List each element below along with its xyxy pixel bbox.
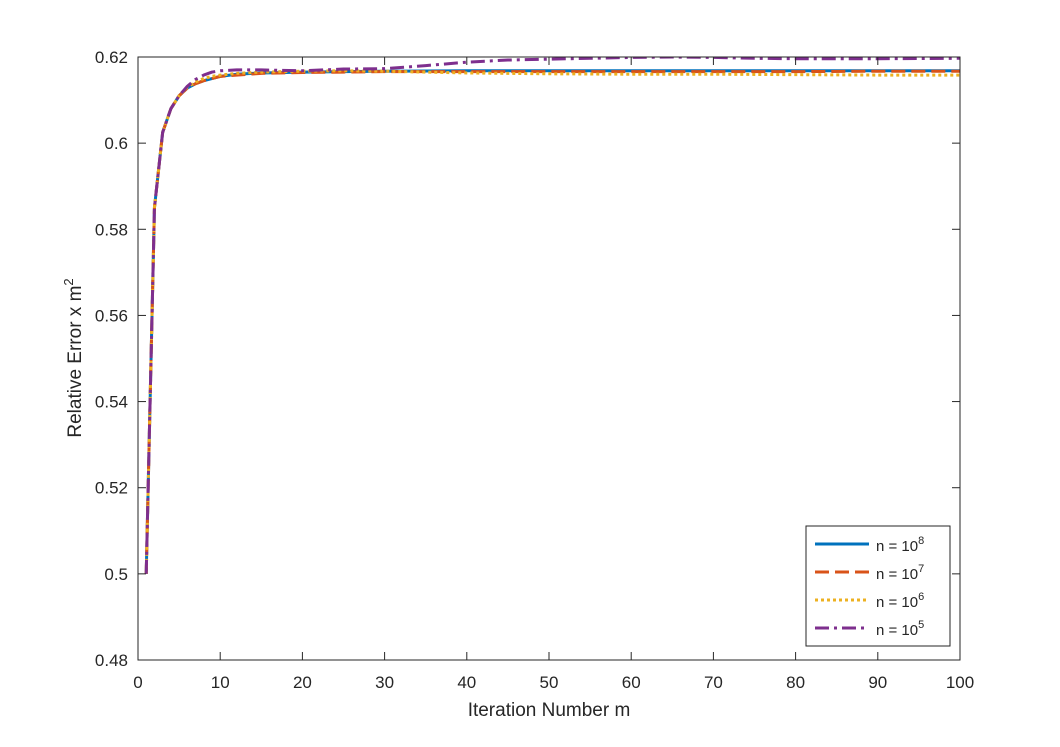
y-tick-label: 0.62 xyxy=(95,48,128,67)
legend-label-4: n = 105 xyxy=(876,619,924,639)
y-axis-label-text: Relative Error x m xyxy=(65,286,86,438)
legend-label-exponent: 7 xyxy=(918,563,924,575)
series-line-3 xyxy=(144,69,960,574)
y-tick-label: 0.58 xyxy=(95,220,128,239)
legend-label-exponent: 6 xyxy=(918,591,924,603)
y-tick-label: 0.5 xyxy=(104,565,128,584)
legend-label-base: n = 10 xyxy=(876,622,918,639)
ticks-layer: 0 10 20 30 40 50 60 70 80 90 100 0.48 0.5 0.52 0.54 0.5… xyxy=(95,48,974,692)
x-tick-label: 90 xyxy=(868,673,887,692)
legend-label-exponent: 5 xyxy=(918,619,924,631)
y-axis-label-superscript: 2 xyxy=(61,278,76,285)
legend-label-3: n = 106 xyxy=(876,591,924,611)
y-tick-label: 0.6 xyxy=(104,134,128,153)
y-axis-label: Relative Error x m2 xyxy=(61,278,86,437)
x-tick-label: 20 xyxy=(293,673,312,692)
axes-box xyxy=(137,56,961,661)
x-tick-label: 40 xyxy=(457,673,476,692)
x-tick-label: 50 xyxy=(540,673,559,692)
x-tick-label: 60 xyxy=(622,673,641,692)
y-tick-label: 0.52 xyxy=(95,479,128,498)
y-tick-label: 0.56 xyxy=(95,306,128,325)
legend-label-base: n = 10 xyxy=(876,566,918,583)
x-tick-label: 0 xyxy=(133,673,142,692)
series-line-2 xyxy=(144,69,960,574)
x-axis-label: Iteration Number m xyxy=(468,700,631,721)
x-tick-label: 80 xyxy=(786,673,805,692)
x-tick-label: 30 xyxy=(375,673,394,692)
y-tick-label: 0.54 xyxy=(95,393,128,412)
x-tick-label: 100 xyxy=(946,673,974,692)
legend-label-base: n = 10 xyxy=(876,538,918,555)
legend-label-base: n = 10 xyxy=(876,594,918,611)
legend-label-1: n = 108 xyxy=(876,535,924,555)
y-tick-label: 0.48 xyxy=(95,651,128,670)
x-tick-label: 70 xyxy=(704,673,723,692)
legend-label-exponent: 8 xyxy=(918,535,924,547)
legend-box xyxy=(805,525,951,647)
x-tick-label: 10 xyxy=(211,673,230,692)
legend-label-2: n = 107 xyxy=(876,563,924,583)
